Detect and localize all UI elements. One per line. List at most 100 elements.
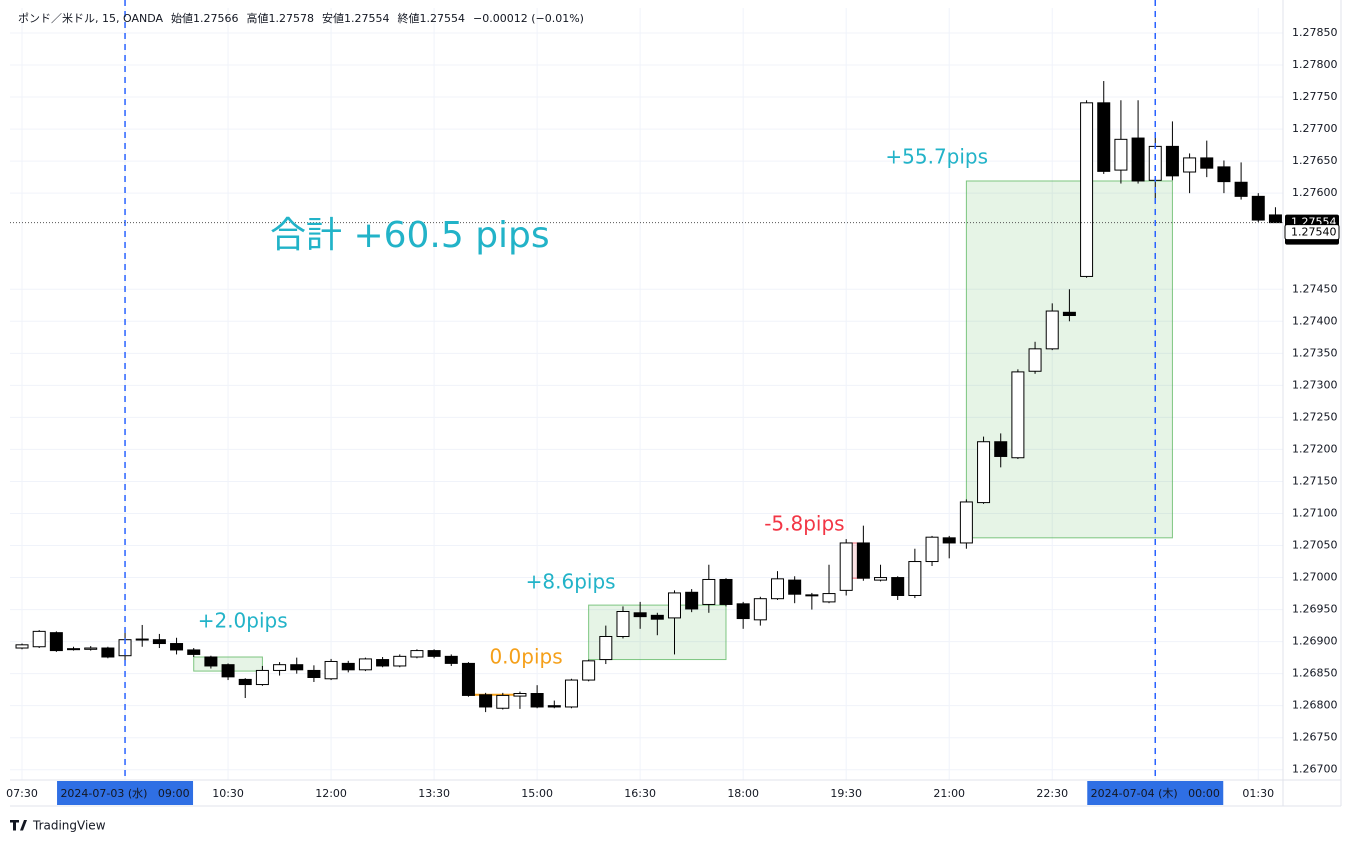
candle-body [273,664,287,671]
candle-body [1200,157,1214,169]
candle-body [135,638,149,641]
grid-layer [10,8,1283,780]
y-tick-label: 1.27400 [1292,314,1338,327]
candle-body [341,662,355,671]
trade-label: +2.0pips [198,608,288,632]
candle-body [1251,195,1265,221]
candle-body [238,678,252,686]
candle-body [977,441,991,504]
x-tick-label: 2024-07-04 (木) 00:00 [1091,787,1220,800]
candle-body [736,603,750,620]
x-tick-highlight [1087,781,1224,805]
candle-body [324,660,338,680]
x-tick-label: 12:00 [315,787,347,800]
ohlc-label: 終値 [398,12,420,25]
x-tick-label: 22:30 [1036,787,1068,800]
y-tick-label: 1.26900 [1292,635,1338,648]
trade-label: 0.0pips [489,644,562,668]
candle-body [908,561,922,596]
candle-body [204,656,218,667]
candle-body [925,536,939,563]
candle-body [616,611,630,637]
candle-body [1011,371,1025,459]
x-tick-label: 16:30 [624,787,656,800]
y-tick-label: 1.27350 [1292,346,1338,359]
candle-body [822,593,836,603]
candle-body [856,542,870,579]
candle-body [479,694,493,708]
candle-body [1097,102,1111,172]
candle-body [942,537,956,544]
candle-body [1217,166,1231,183]
candle-body [633,612,647,618]
y-tick-label: 1.27300 [1292,378,1338,391]
candle-body [1268,214,1282,224]
candle-body [685,591,699,610]
y-tick-label: 1.26750 [1292,731,1338,744]
ohlc-label: 高値 [247,11,269,25]
y-tick-label: 1.27800 [1292,58,1338,71]
candle-body [1062,311,1076,317]
candle-body [444,655,458,664]
x-tick-label: 07:30 [6,787,38,800]
candle-body [170,643,184,651]
candle-body [547,705,561,708]
chart-header: ポンド／米ドル, 15, OANDA 始値1.27566 高値1.27578 安値1.… [18,11,584,25]
candle-body [702,578,716,605]
x-tick-label: 18:00 [727,787,759,800]
y-tick-label: 1.27200 [1292,442,1338,455]
change: −0.00012 (−0.01%) [473,12,584,25]
x-tick-label: 13:30 [418,787,450,800]
second-price-box [1284,224,1340,241]
candle-body [1080,102,1094,277]
x-tick-label: 2024-07-03 (水) 09:00 [60,787,189,800]
x-tick-label: 01:30 [1242,787,1274,800]
candle-body [1234,181,1248,197]
y-tick-label: 1.27000 [1292,571,1338,584]
candle-body [427,650,441,657]
y-tick-label: 1.26700 [1292,763,1338,776]
ohlc-value: 1.27554 [420,12,466,25]
ohlc-value: 1.27566 [193,12,239,25]
symbol: ポンド／米ドル, 15, OANDA [18,12,163,25]
candle-body [650,614,664,620]
x-tick-label: 19:30 [830,787,862,800]
candle-body [1114,138,1128,171]
candle-body [393,655,407,667]
candle-body [1148,145,1162,181]
overlay-layer: +2.0pips 0.0pips +8.6pips -5.8pips +55.7pips [10,0,1283,780]
trade-label: +8.6pips [526,570,616,594]
candle-body [1045,310,1059,350]
candle-body [67,648,81,651]
candle-body [719,578,733,605]
candle-body [84,647,98,650]
candle-body [1165,145,1179,177]
candle-body [771,578,785,600]
y-tick-label: 1.27600 [1292,186,1338,199]
logo: TradingView [10,819,106,833]
y-tick-label: 1.27650 [1292,154,1338,167]
y-tick-label: 1.26950 [1292,603,1338,616]
ohlc-value: 1.27578 [269,12,315,25]
y-tick-label: 1.26850 [1292,667,1338,680]
y-tick-label: 1.27850 [1292,26,1338,39]
candle-body [49,632,63,652]
candle-body [32,630,46,648]
candle-body [1183,157,1197,173]
y-tick-label: 1.27450 [1292,282,1338,295]
candle-body [874,577,888,581]
total-label: 合計 +60.5 pips [270,215,550,256]
candle-body [152,639,166,645]
candle-body [959,501,973,544]
y-tick-label: 1.27700 [1292,122,1338,135]
x-tick-label: 15:00 [521,787,553,800]
candle-body [461,662,475,696]
candle-body [410,650,424,658]
x-tick-label: 21:00 [933,787,965,800]
candle-body [290,664,304,671]
y-tick-label: 1.27150 [1292,474,1338,487]
ohlc-value: 1.27554 [344,12,390,25]
candle-body [101,647,115,658]
candle-body [599,635,613,661]
